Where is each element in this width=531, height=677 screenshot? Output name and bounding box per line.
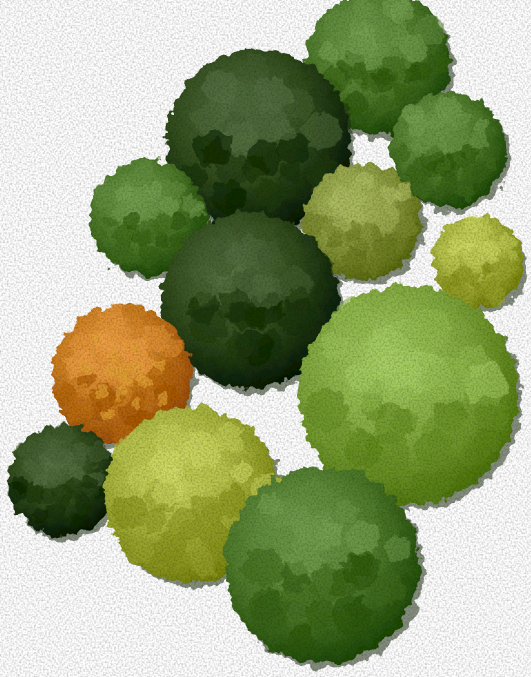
foliage-texture <box>0 0 531 677</box>
tree-cluster-illustration <box>0 0 531 677</box>
